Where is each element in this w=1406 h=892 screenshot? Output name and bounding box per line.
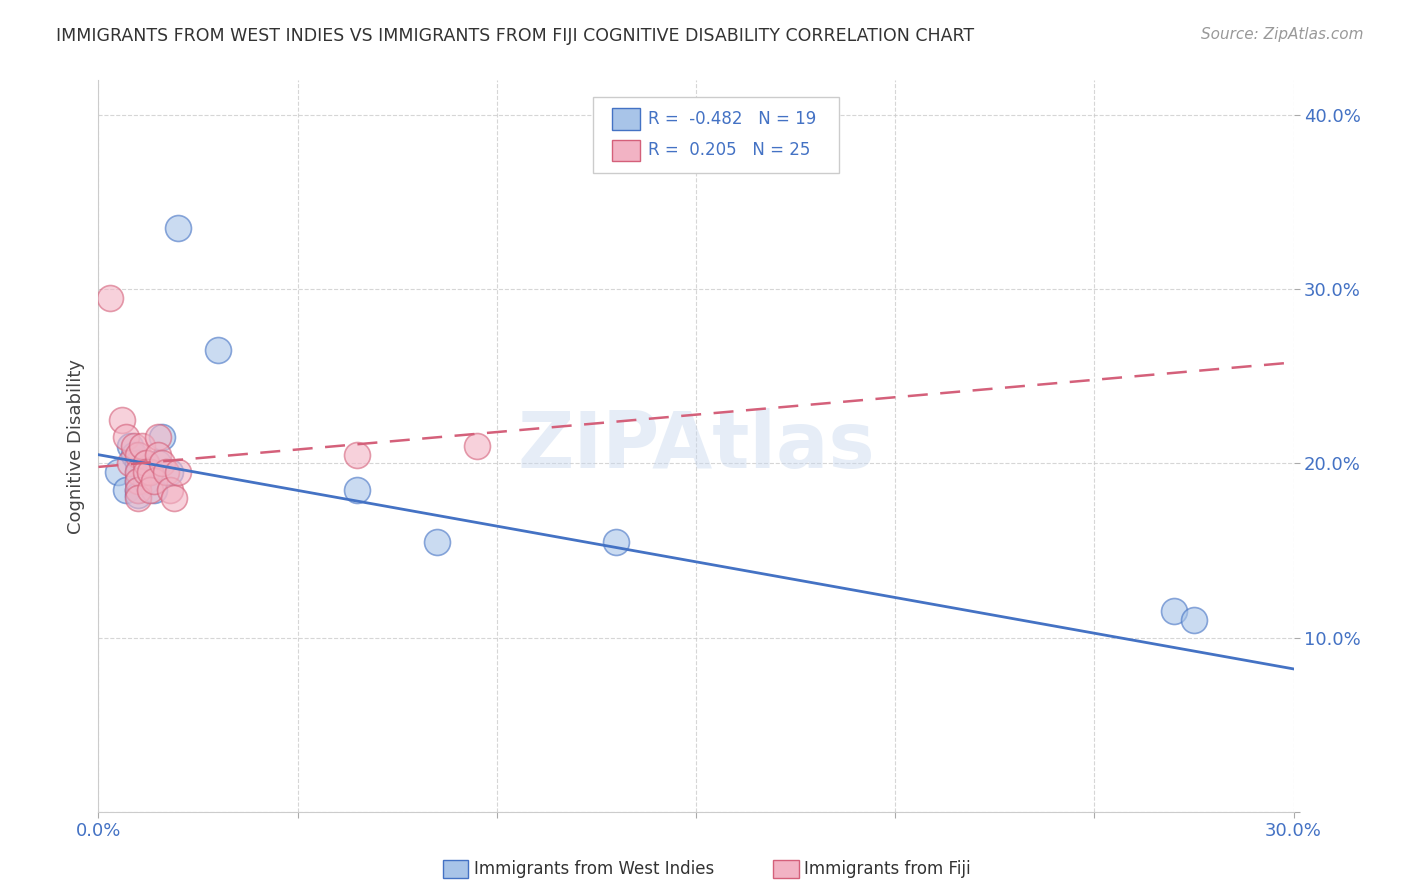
Point bbox=[127, 483, 149, 497]
Point bbox=[135, 474, 157, 488]
Point bbox=[111, 413, 134, 427]
Text: Source: ZipAtlas.com: Source: ZipAtlas.com bbox=[1201, 27, 1364, 42]
Point bbox=[98, 291, 122, 305]
Point bbox=[346, 483, 368, 497]
Point bbox=[127, 465, 149, 479]
Point bbox=[207, 343, 229, 358]
Point bbox=[167, 221, 190, 235]
Text: R =  -0.482   N = 19: R = -0.482 N = 19 bbox=[648, 110, 817, 128]
Point bbox=[127, 483, 149, 497]
Point bbox=[124, 439, 146, 453]
Text: Immigrants from West Indies: Immigrants from West Indies bbox=[474, 860, 714, 878]
Point bbox=[159, 465, 181, 479]
Point bbox=[131, 439, 153, 453]
Point bbox=[159, 483, 181, 497]
Point bbox=[1182, 613, 1205, 627]
Point bbox=[107, 465, 129, 479]
Point bbox=[346, 448, 368, 462]
Point bbox=[167, 465, 190, 479]
Point bbox=[127, 474, 149, 488]
Point bbox=[148, 430, 170, 444]
Point bbox=[115, 430, 138, 444]
Point bbox=[120, 457, 142, 471]
Point bbox=[127, 491, 149, 506]
Point bbox=[605, 534, 627, 549]
Point bbox=[115, 483, 138, 497]
Point bbox=[150, 430, 173, 444]
Point bbox=[150, 457, 173, 471]
Point bbox=[1163, 604, 1185, 618]
Point bbox=[148, 457, 170, 471]
Point bbox=[148, 448, 170, 462]
Point bbox=[465, 439, 488, 453]
Text: ZIPAtlas: ZIPAtlas bbox=[517, 408, 875, 484]
Point bbox=[124, 448, 146, 462]
Point bbox=[127, 448, 149, 462]
Y-axis label: Cognitive Disability: Cognitive Disability bbox=[66, 359, 84, 533]
Point bbox=[127, 457, 149, 471]
Text: Immigrants from Fiji: Immigrants from Fiji bbox=[804, 860, 972, 878]
Text: R =  0.205   N = 25: R = 0.205 N = 25 bbox=[648, 141, 810, 159]
Point bbox=[135, 457, 157, 471]
Point bbox=[139, 465, 162, 479]
Point bbox=[127, 474, 149, 488]
Text: IMMIGRANTS FROM WEST INDIES VS IMMIGRANTS FROM FIJI COGNITIVE DISABILITY CORRELA: IMMIGRANTS FROM WEST INDIES VS IMMIGRANT… bbox=[56, 27, 974, 45]
Point bbox=[135, 457, 157, 471]
Point bbox=[139, 483, 162, 497]
Point bbox=[139, 465, 162, 479]
Point bbox=[426, 534, 449, 549]
Point bbox=[143, 483, 166, 497]
Point bbox=[120, 439, 142, 453]
Point bbox=[135, 465, 157, 479]
Point bbox=[127, 465, 149, 479]
Point bbox=[143, 474, 166, 488]
Point bbox=[155, 465, 177, 479]
Point bbox=[127, 488, 149, 502]
Point bbox=[163, 491, 186, 506]
